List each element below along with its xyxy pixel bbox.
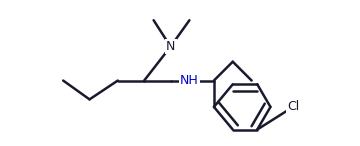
- Text: Cl: Cl: [287, 100, 299, 113]
- Text: NH: NH: [180, 74, 199, 87]
- Text: N: N: [166, 40, 175, 53]
